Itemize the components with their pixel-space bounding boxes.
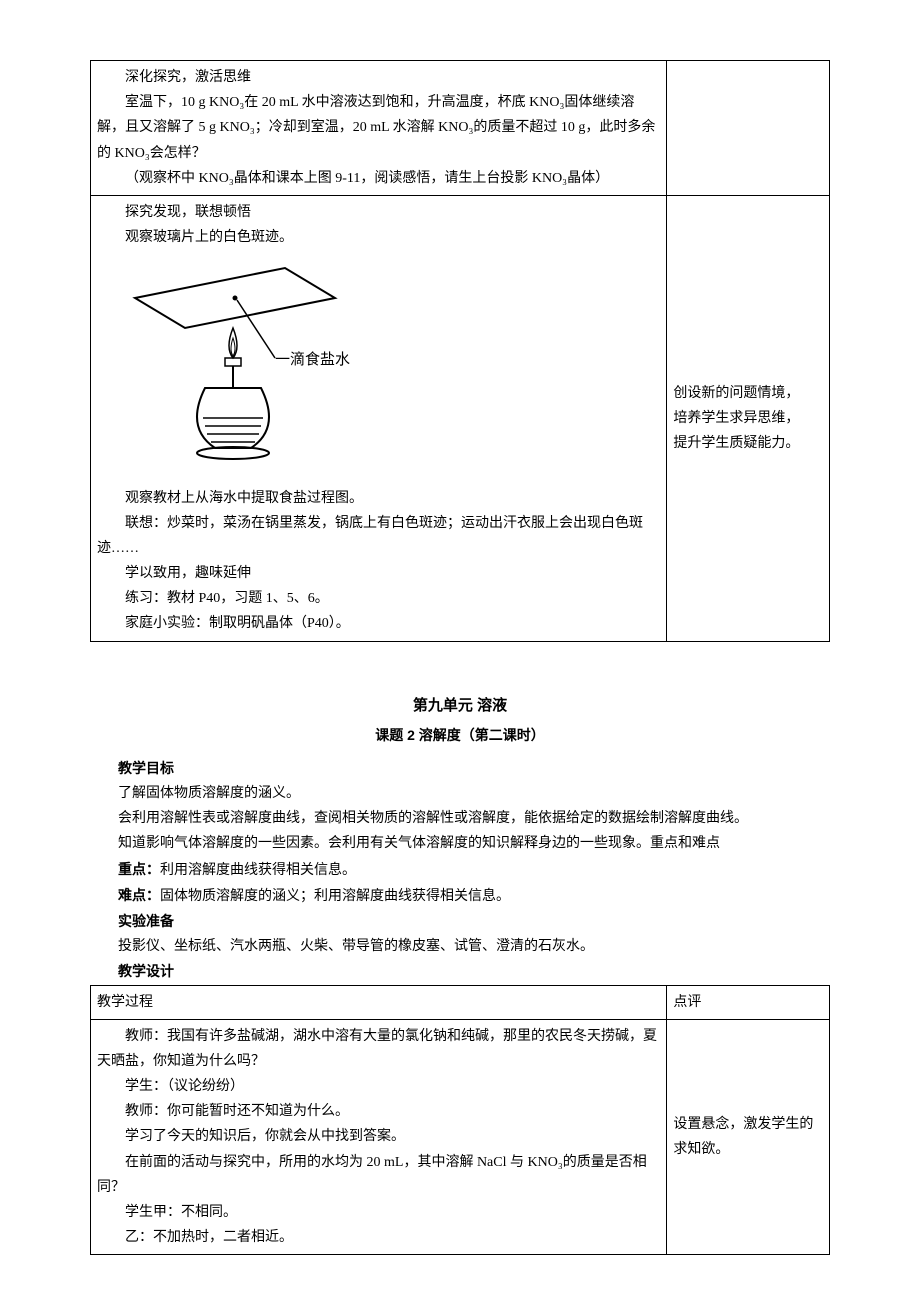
t1-r2-l-bot-p4: 练习：教材 P40，习题 1、5、6。 bbox=[97, 586, 660, 611]
t2-l-p2: 学生：（议论纷纷） bbox=[97, 1074, 660, 1099]
salt-dot bbox=[233, 296, 238, 301]
zhongdian-label: 重点： bbox=[118, 861, 160, 877]
unit-title: 第九单元 溶液 bbox=[90, 692, 830, 719]
t1-r1-l-p2: 室温下，10 g KNO₃在 20 mL 水中溶液达到饱和，升高温度，杯底 KN… bbox=[97, 90, 660, 166]
table2-header-left: 教学过程 bbox=[91, 985, 667, 1019]
nandian-line: 难点：固体物质溶解度的涵义；利用溶解度曲线获得相关信息。 bbox=[90, 883, 830, 909]
t1-r2-l-bot-p2: 联想：炒菜时，菜汤在锅里蒸发，锅底上有白色斑迹；运动出汗衣服上会出现白色斑迹…… bbox=[97, 511, 660, 561]
nandian-text: 固体物质溶解度的涵义；利用溶解度曲线获得相关信息。 bbox=[160, 889, 510, 904]
t2-l-p3: 教师：你可能暂时还不知道为什么。 bbox=[97, 1099, 660, 1124]
zhongdian-line: 重点：利用溶解度曲线获得相关信息。 bbox=[90, 857, 830, 883]
t1-r2-r-p3: 提升学生质疑能力。 bbox=[673, 431, 823, 456]
table1-row2-right: 创设新的问题情境， 培养学生求异思维， 提升学生质疑能力。 bbox=[667, 195, 830, 641]
table-row: 探究发现，联想顿悟 观察玻璃片上的白色斑迹。 bbox=[91, 195, 830, 641]
t1-r2-l-bot-p3: 学以致用，趣味延伸 bbox=[97, 561, 660, 586]
diagram-svg: 一滴食盐水 bbox=[125, 258, 385, 468]
flame-outer bbox=[229, 328, 237, 358]
diagram-label-text: 一滴食盐水 bbox=[275, 350, 350, 368]
t1-r2-l-bot-p5: 家庭小实验：制取明矾晶体（P40）。 bbox=[97, 611, 660, 636]
table1-row1-left: 深化探究，激活思维 室温下，10 g KNO₃在 20 mL 水中溶液达到饱和，… bbox=[91, 61, 667, 196]
goals-p3: 知道影响气体溶解度的一些因素。会利用有关气体溶解度的知识解释身边的一些现象。重点… bbox=[90, 831, 830, 856]
t1-r2-l-top-p2: 观察玻璃片上的白色斑迹。 bbox=[97, 225, 660, 250]
table1-row1-right bbox=[667, 61, 830, 196]
t1-r1-l-p3: （观察杯中 KNO₃晶体和课本上图 9-11，阅读感悟，请生上台投影 KNO₃晶… bbox=[97, 166, 660, 191]
page-root: 深化探究，激活思维 室温下，10 g KNO₃在 20 mL 水中溶液达到饱和，… bbox=[0, 0, 920, 1315]
table-row: 教学过程 点评 bbox=[91, 985, 830, 1019]
t2-h-right: 点评 bbox=[673, 990, 823, 1015]
t2-l-p7: 乙：不加热时，二者相近。 bbox=[97, 1225, 660, 1250]
t2-l-p5: 在前面的活动与探究中，所用的水均为 20 mL，其中溶解 NaCl 与 KNO₃… bbox=[97, 1150, 660, 1200]
t2-h-left: 教学过程 bbox=[97, 990, 660, 1015]
label-pointer bbox=[237, 300, 275, 358]
table-row: 深化探究，激活思维 室温下，10 g KNO₃在 20 mL 水中溶液达到饱和，… bbox=[91, 61, 830, 196]
t1-r2-r-p1: 创设新的问题情境， bbox=[673, 381, 823, 406]
table-2: 教学过程 点评 教师：我国有许多盐碱湖，湖水中溶有大量的氯化钠和纯碱，那里的农民… bbox=[90, 985, 830, 1256]
t1-r2-l-top-p1: 探究发现，联想顿悟 bbox=[97, 200, 660, 225]
prep-label: 实验准备 bbox=[90, 909, 830, 934]
salt-water-burner-diagram: 一滴食盐水 bbox=[125, 258, 660, 477]
lesson-title: 课题 2 溶解度（第二课时） bbox=[90, 723, 830, 748]
t1-r2-r-p2: 培养学生求异思维， bbox=[673, 406, 823, 431]
table2-header-right: 点评 bbox=[667, 985, 830, 1019]
table-row: 教师：我国有许多盐碱湖，湖水中溶有大量的氯化钠和纯碱，那里的农民冬天捞碱，夏天晒… bbox=[91, 1019, 830, 1255]
table2-body-left: 教师：我国有许多盐碱湖，湖水中溶有大量的氯化钠和纯碱，那里的农民冬天捞碱，夏天晒… bbox=[91, 1019, 667, 1255]
prep-text: 投影仪、坐标纸、汽水两瓶、火柴、带导管的橡皮塞、试管、澄清的石灰水。 bbox=[90, 934, 830, 959]
nandian-label: 难点： bbox=[118, 887, 160, 903]
table2-body-right: 设置悬念，激发学生的求知欲。 bbox=[667, 1019, 830, 1255]
spacer bbox=[90, 642, 830, 692]
t2-l-p1: 教师：我国有许多盐碱湖，湖水中溶有大量的氯化钠和纯碱，那里的农民冬天捞碱，夏天晒… bbox=[97, 1024, 660, 1074]
zhongdian-text: 利用溶解度曲线获得相关信息。 bbox=[160, 863, 356, 878]
table-1: 深化探究，激活思维 室温下，10 g KNO₃在 20 mL 水中溶液达到饱和，… bbox=[90, 60, 830, 642]
goals-p1: 了解固体物质溶解度的涵义。 bbox=[90, 781, 830, 806]
goals-label: 教学目标 bbox=[90, 756, 830, 781]
flame-inner bbox=[231, 338, 235, 356]
t2-l-p4: 学习了今天的知识后，你就会从中找到答案。 bbox=[97, 1124, 660, 1149]
design-label: 教学设计 bbox=[90, 959, 830, 984]
t1-r1-l-p1: 深化探究，激活思维 bbox=[97, 65, 660, 90]
goals-p2: 会利用溶解性表或溶解度曲线，查阅相关物质的溶解性或溶解度，能依据给定的数据绘制溶… bbox=[90, 806, 830, 831]
t2-r-p1: 设置悬念，激发学生的求知欲。 bbox=[673, 1112, 823, 1162]
table1-row2-left: 探究发现，联想顿悟 观察玻璃片上的白色斑迹。 bbox=[91, 195, 667, 641]
t1-r2-l-bot-p1: 观察教材上从海水中提取食盐过程图。 bbox=[97, 486, 660, 511]
t2-l-p6: 学生甲：不相同。 bbox=[97, 1200, 660, 1225]
